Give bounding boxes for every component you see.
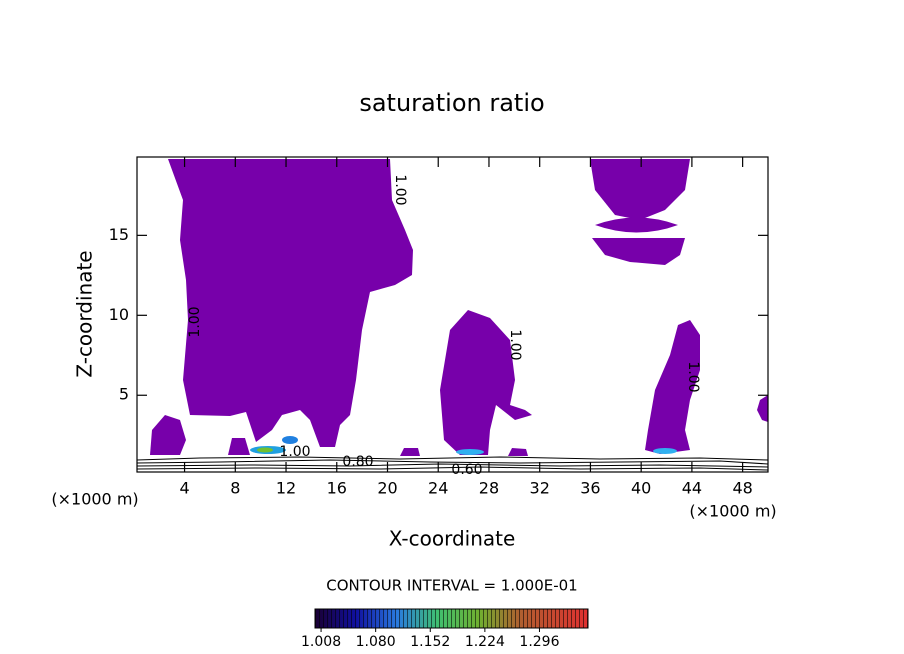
x-tick-label: 12 xyxy=(276,479,296,498)
axes xyxy=(137,157,768,472)
contour-fill xyxy=(168,159,413,447)
contour-fill xyxy=(645,320,700,454)
contour-label: 0.60 xyxy=(451,462,482,478)
contour-line xyxy=(136,456,769,461)
chart-title: saturation ratio xyxy=(359,89,544,117)
contour-label: 1.00 xyxy=(392,174,408,205)
contour-fill xyxy=(440,310,532,455)
contour-fill xyxy=(757,395,768,422)
contour-label: 1.00 xyxy=(187,306,203,337)
contour-interval: CONTOUR INTERVAL = 1.000E-01 xyxy=(326,577,577,595)
contour-label: 0.80 xyxy=(342,454,373,470)
colorbar-tick-label: 1.080 xyxy=(356,634,396,650)
x-tick-label: 40 xyxy=(631,479,651,498)
spot xyxy=(456,449,484,455)
contour-fill xyxy=(228,438,250,455)
plot-frame xyxy=(136,156,769,473)
contour-label: 1.00 xyxy=(685,361,701,392)
contour-fill xyxy=(150,415,186,455)
contour-fill xyxy=(590,159,690,220)
x-tick-label: 36 xyxy=(580,479,600,498)
low-contours xyxy=(136,456,769,471)
spot xyxy=(653,448,677,454)
colorbar-tick-label: 1.296 xyxy=(519,634,559,650)
y-axis-label: Z-coordinate xyxy=(73,250,97,377)
high-values xyxy=(250,436,677,455)
contour-fill xyxy=(508,448,528,456)
x-unit: (×1000 m) xyxy=(51,490,138,509)
spot xyxy=(282,436,298,444)
contour-fill xyxy=(595,217,678,233)
y-tick-label: 5 xyxy=(119,385,129,404)
x-tick-label: 8 xyxy=(230,479,240,498)
contour-label: 1.00 xyxy=(507,329,523,360)
spot xyxy=(257,447,273,453)
contour-line xyxy=(136,459,769,465)
x-unit: (×1000 m) xyxy=(689,502,776,521)
x-tick-label: 44 xyxy=(682,479,702,498)
x-tick-label: 32 xyxy=(530,479,550,498)
contour-fill xyxy=(400,448,420,456)
x-tick-label: 28 xyxy=(479,479,499,498)
y-tick-label: 15 xyxy=(109,225,129,244)
contour-line xyxy=(136,466,769,471)
x-tick-label: 20 xyxy=(377,479,397,498)
x-axis-label: X-coordinate xyxy=(389,527,516,551)
contour-line xyxy=(136,463,769,468)
x-tick-label: 4 xyxy=(179,479,189,498)
x-tick-label: 24 xyxy=(428,479,448,498)
y-tick-label: 10 xyxy=(109,305,129,324)
colorbar-tick-label: 1.152 xyxy=(410,634,450,650)
x-tick-label: 48 xyxy=(732,479,752,498)
colorbar-frame xyxy=(314,608,589,629)
x-tick-label: 16 xyxy=(327,479,347,498)
contour-label: 1.00 xyxy=(279,444,310,460)
contour-fill xyxy=(592,238,685,265)
colorbar-tick-label: 1.224 xyxy=(465,634,505,650)
colorbar-tick-label: 1.008 xyxy=(301,634,341,650)
contour-fills xyxy=(150,159,768,456)
